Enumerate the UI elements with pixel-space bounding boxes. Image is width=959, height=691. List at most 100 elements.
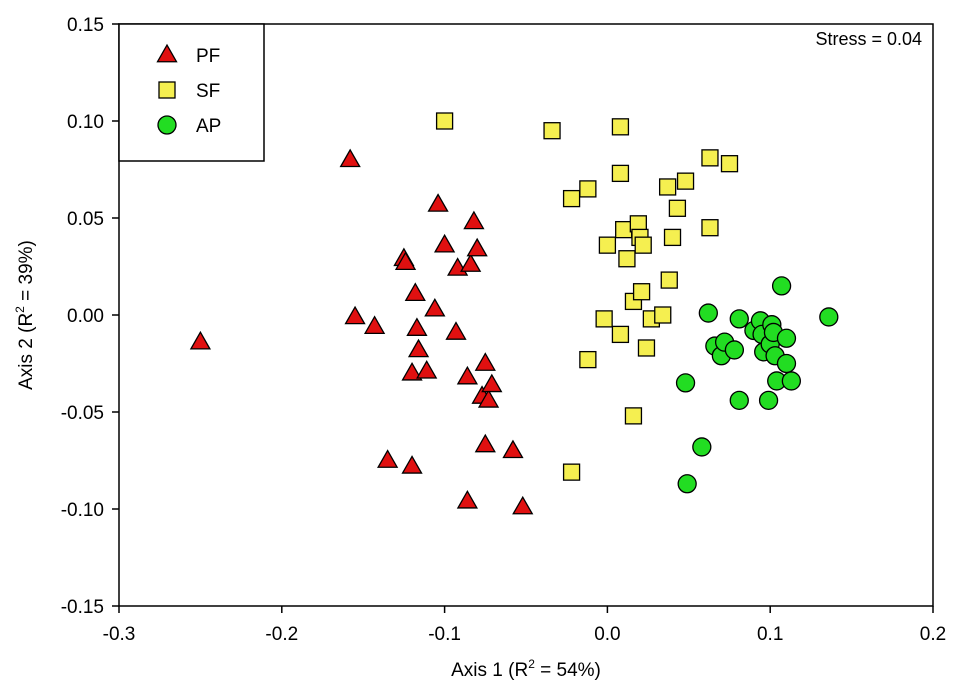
- point-pf: [407, 338, 430, 358]
- point-pf: [512, 495, 534, 515]
- point-sf: [611, 164, 630, 183]
- legend-marker-pf: [156, 43, 178, 63]
- point-sf: [654, 306, 672, 324]
- point-pf: [377, 449, 399, 468]
- point-ap: [724, 340, 745, 360]
- x-tick-label: 0.0: [594, 624, 620, 645]
- point-pf: [481, 373, 503, 393]
- data-points: [189, 112, 839, 515]
- point-pf: [477, 389, 500, 408]
- point-pf: [433, 233, 456, 253]
- point-pf: [401, 361, 423, 381]
- point-sf: [658, 178, 677, 196]
- y-axis-title-sup: 2: [13, 306, 27, 313]
- point-sf: [611, 325, 630, 344]
- point-sf: [579, 350, 597, 369]
- legend-item-pf: PF: [156, 43, 220, 67]
- point-ap: [776, 353, 797, 374]
- point-sf: [435, 112, 454, 130]
- point-pf: [401, 455, 423, 474]
- point-pf: [427, 193, 449, 212]
- point-ap: [819, 307, 839, 327]
- point-pf: [502, 439, 524, 459]
- point-sf: [618, 250, 636, 268]
- point-pf: [456, 365, 479, 385]
- point-sf: [720, 155, 739, 173]
- point-pf: [339, 148, 361, 168]
- point-sf: [632, 283, 651, 301]
- point-ap: [729, 309, 749, 329]
- point-sf: [624, 407, 643, 425]
- point-ap: [677, 474, 697, 494]
- legend-marker-ap: [157, 115, 177, 135]
- series-sf: [435, 112, 739, 481]
- point-pf: [363, 315, 386, 335]
- point-ap: [692, 437, 712, 457]
- legend-label-pf: PF: [196, 46, 220, 67]
- plot-frame: [118, 23, 934, 607]
- point-sf: [562, 189, 581, 208]
- point-ap: [771, 276, 792, 296]
- point-ap: [698, 303, 718, 323]
- series-ap: [675, 276, 839, 494]
- point-sf: [637, 339, 656, 357]
- point-pf: [394, 251, 417, 270]
- point-sf: [663, 228, 682, 247]
- y-tick-label: -0.10: [61, 500, 104, 521]
- point-sf: [615, 220, 633, 239]
- point-sf: [598, 236, 617, 254]
- legend-label-ap: AP: [196, 116, 221, 137]
- y-tick-label: 0.00: [67, 306, 104, 327]
- x-axis-title-sup: 2: [528, 657, 535, 671]
- point-ap: [776, 328, 797, 348]
- point-sf: [634, 236, 652, 254]
- y-tick-label: 0.10: [67, 112, 104, 133]
- point-sf: [543, 122, 561, 140]
- point-sf: [579, 180, 597, 198]
- point-pf: [466, 237, 488, 257]
- point-sf: [660, 271, 678, 289]
- point-sf: [595, 310, 613, 328]
- y-tick-label: 0.05: [67, 209, 104, 230]
- legend-item-sf: SF: [158, 81, 220, 102]
- x-axis-title: Axis 1 (R2 = 54%): [451, 657, 601, 681]
- y-axis-ticks: -0.15 -0.10 -0.05 0.00 0.05 0.10 0.15: [61, 15, 119, 618]
- x-tick-label: 0.1: [757, 624, 783, 645]
- point-pf: [189, 330, 212, 350]
- series-pf: [189, 148, 534, 515]
- legend: PF SF AP: [118, 23, 265, 162]
- y-tick-label: -0.05: [61, 403, 104, 424]
- y-axis-title: Axis 2 (R2 = 39%): [13, 240, 37, 390]
- point-sf: [611, 118, 630, 136]
- y-tick-label: 0.15: [67, 15, 104, 36]
- legend-marker-sf: [158, 81, 176, 99]
- point-pf: [445, 321, 467, 340]
- point-pf: [460, 253, 482, 272]
- point-sf: [562, 463, 581, 481]
- point-ap: [758, 390, 779, 411]
- x-tick-label: -0.2: [265, 624, 298, 645]
- point-ap: [729, 390, 749, 411]
- legend-label-sf: SF: [196, 81, 220, 102]
- y-tick-label: -0.15: [61, 597, 104, 618]
- point-sf: [676, 172, 695, 190]
- point-sf: [701, 219, 719, 237]
- legend-box: [118, 23, 265, 162]
- point-pf: [344, 305, 366, 325]
- point-pf: [463, 210, 485, 230]
- point-sf: [668, 199, 687, 217]
- point-pf: [474, 352, 496, 371]
- point-pf: [424, 297, 446, 317]
- x-tick-label: 0.2: [920, 624, 946, 645]
- x-tick-label: -0.1: [428, 624, 461, 645]
- point-pf: [416, 360, 438, 379]
- legend-item-ap: AP: [157, 115, 221, 137]
- point-ap: [675, 373, 696, 393]
- point-pf: [406, 317, 428, 336]
- point-pf: [474, 433, 496, 453]
- x-axis-ticks: -0.3 -0.2 -0.1 0.0 0.1 0.2: [103, 606, 946, 645]
- point-pf: [456, 490, 479, 509]
- point-pf: [404, 282, 426, 302]
- point-ap: [781, 371, 802, 391]
